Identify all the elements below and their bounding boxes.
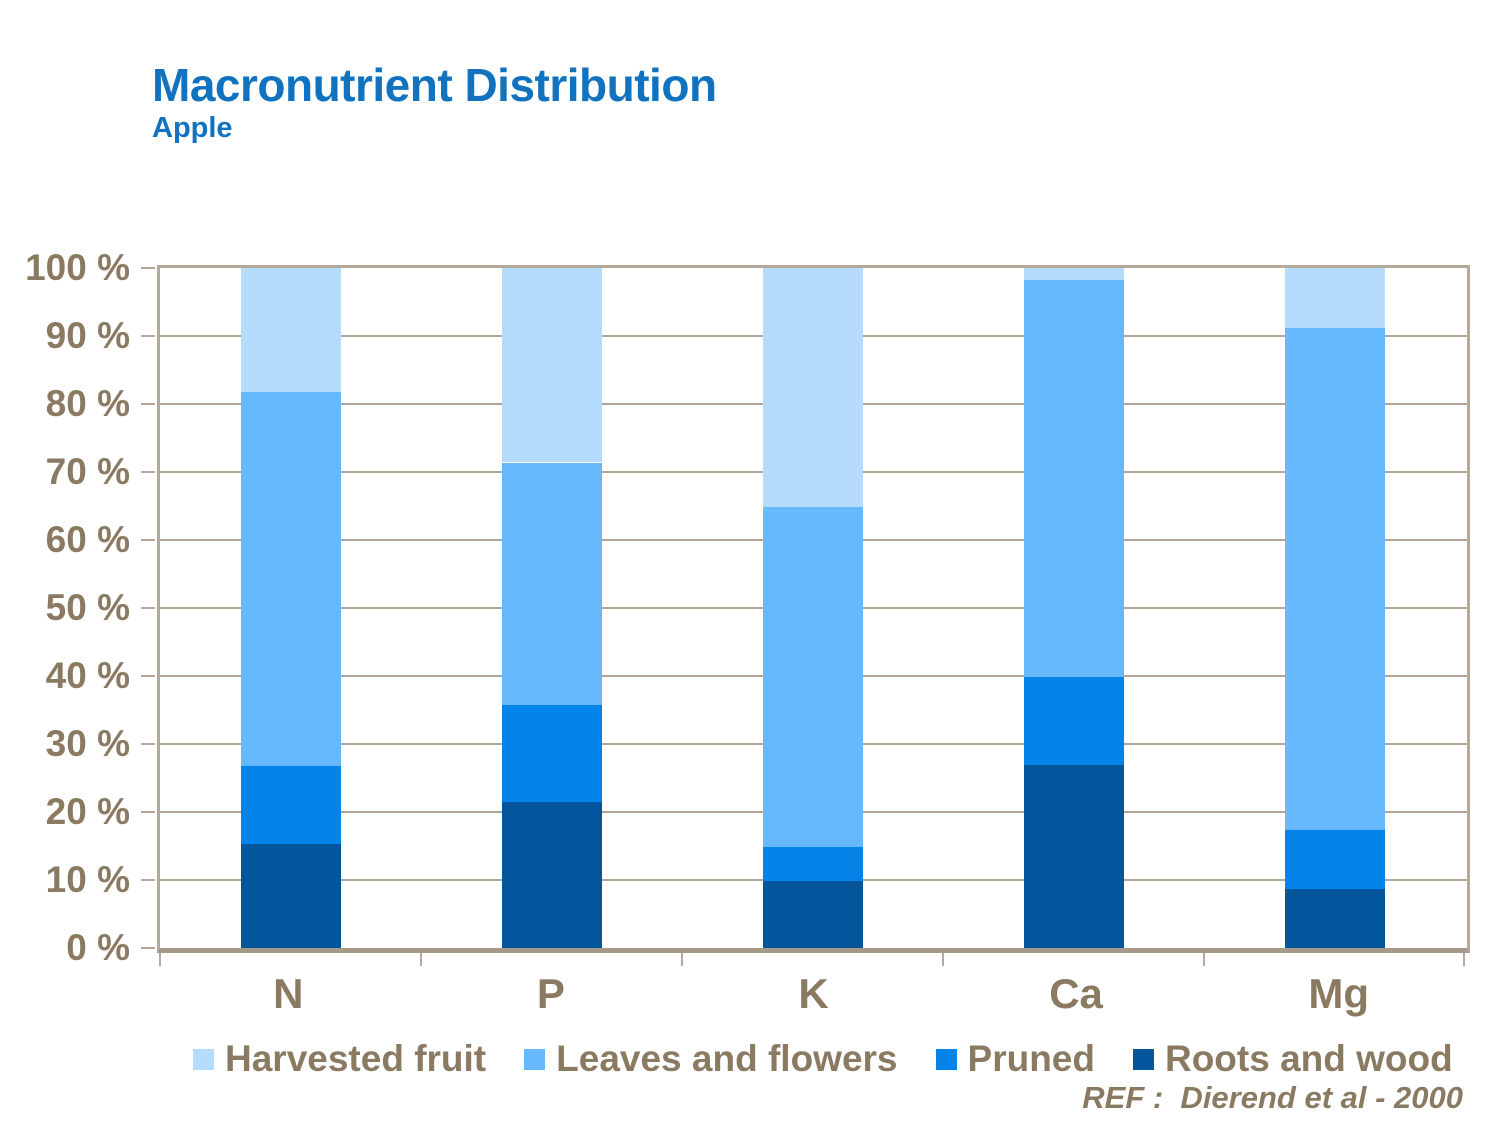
y-tick-mark-30 [141,743,155,745]
bar-ca [1023,268,1124,948]
y-tick-mark-50 [141,607,155,609]
legend-swatch-icon [524,1048,546,1070]
segment-pruned [1284,830,1385,889]
y-tick-mark-80 [141,403,155,405]
x-tick-mark [1463,953,1465,966]
y-axis: 0 % 10 % 20 % 30 % 40 % 50 % 60 % 70 % 80 % 90 % 1… [0,249,157,967]
legend-item-harvested-fruit: Harvested fruit [193,1038,486,1080]
segment-roots-and-wood [501,801,602,948]
x-label-mg: Mg [1308,970,1369,1017]
segment-harvested-fruit [1284,268,1385,328]
segment-roots-and-wood [1284,888,1385,948]
legend-label: Leaves and flowers [556,1038,898,1079]
y-tick-label-40: 40 % [45,655,130,696]
y-tick-label-100: 100 % [25,247,130,288]
segment-harvested-fruit [501,268,602,463]
x-axis-labels: N P K Ca Mg [157,970,1470,1018]
y-tick-label-60: 60 % [45,519,130,560]
segment-leaves-and-flowers [501,462,602,706]
legend-swatch-icon [1132,1048,1154,1070]
y-tick-mark-100 [141,267,155,269]
legend-item-pruned: Pruned [935,1038,1095,1080]
segment-harvested-fruit [240,268,341,393]
segment-harvested-fruit [762,268,863,508]
y-tick-label-50: 50 % [45,587,130,628]
segment-roots-and-wood [1023,765,1124,948]
x-tick-mark [681,953,683,966]
segment-leaves-and-flowers [762,507,863,848]
y-tick-mark-60 [141,539,155,541]
bar-n [240,268,341,948]
segment-roots-and-wood [762,880,863,948]
x-tick-mark [942,953,944,966]
y-tick-label-30: 30 % [45,723,130,764]
y-tick-mark-10 [141,879,155,881]
segment-leaves-and-flowers [1023,279,1124,677]
segment-pruned [240,766,341,844]
y-tick-label-10: 10 % [45,859,130,900]
bar-k [762,268,863,948]
legend-swatch-icon [193,1048,214,1070]
plot-area [157,265,1470,966]
x-label-k: K [798,970,829,1017]
y-tick-label-70: 70 % [45,451,130,492]
legend-label: Pruned [967,1038,1095,1079]
reference-text: REF : Dierend et al - 2000 [1082,1080,1463,1115]
legend-item-roots-and-wood: Roots and wood [1132,1038,1453,1080]
y-tick-mark-70 [141,471,155,473]
segment-leaves-and-flowers [1284,327,1385,831]
chart-title: Macronutrient Distribution [152,59,717,111]
y-tick-label-90: 90 % [45,315,130,356]
chart-subtitle: Apple [152,112,233,144]
x-label-ca: Ca [1049,970,1103,1017]
x-tick-mark [159,953,161,966]
y-tick-mark-0 [141,947,155,949]
y-tick-label-20: 20 % [45,791,130,832]
segment-leaves-and-flowers [240,392,341,767]
x-label-n: N [273,970,304,1017]
x-tick-mark [420,953,422,966]
segment-pruned [501,705,602,802]
legend-item-leaves-and-flowers: Leaves and flowers [524,1038,898,1080]
y-tick-mark-40 [141,675,155,677]
y-tick-label-80: 80 % [45,383,130,424]
segment-pruned [762,847,863,881]
y-tick-label-0: 0 % [66,927,130,968]
legend-label: Roots and wood [1164,1038,1453,1079]
y-tick-mark-20 [141,811,155,813]
bar-mg [1284,268,1385,948]
segment-pruned [1023,676,1124,766]
x-tick-mark [1203,953,1205,966]
legend: Harvested fruit Leaves and flowers Pruned R… [193,1038,1473,1080]
x-label-p: P [536,970,565,1017]
bar-p [501,268,602,948]
segment-roots-and-wood [240,843,341,948]
segment-harvested-fruit [1023,268,1124,280]
legend-swatch-icon [935,1048,957,1070]
y-tick-mark-90 [141,335,155,337]
legend-label: Harvested fruit [225,1038,487,1079]
